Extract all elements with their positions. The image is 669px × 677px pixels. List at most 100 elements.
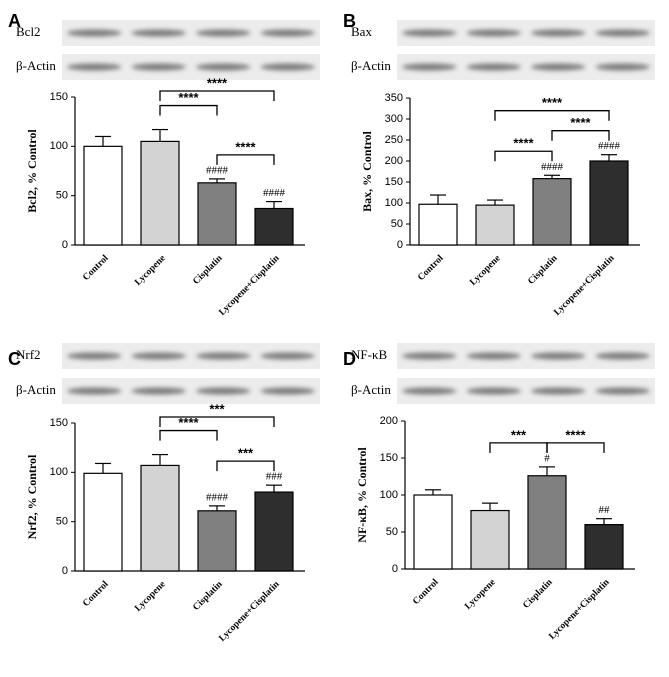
x-tick-label: Cisplatin [191,579,225,613]
bar [418,203,458,246]
y-tick-label: 100 [380,489,398,501]
x-tick-label: Cisplatin [191,253,225,287]
blot-band [131,352,186,360]
y-tick-label: 0 [62,565,68,577]
blot-band [196,387,251,395]
bar [140,140,180,246]
blot-label: β-Actin [351,58,391,73]
bracket-label: **** [178,415,199,430]
x-tick-label: Lycopene+Cisplatin [547,577,612,642]
y-tick-label: 100 [385,197,403,209]
x-tick-label: Lycopene [133,254,167,288]
blot-band [67,63,122,71]
bracket-label: **** [235,139,256,154]
x-tick-label: Lycopene [133,580,167,614]
y-tick-label: 300 [385,113,403,125]
blot-band [260,29,315,37]
y-tick-label: 250 [385,134,403,146]
blot-label: β-Actin [16,58,56,73]
bar [470,509,510,570]
blot-band [595,63,650,71]
bracket-label: **** [570,115,591,130]
bracket-label: **** [513,136,534,151]
y-tick-label: 200 [380,415,398,427]
blot-band [595,352,650,360]
bracket [159,416,275,427]
bar [83,472,123,572]
blot-band [531,29,586,37]
x-tick-label: Cisplatin [521,577,555,611]
bar [254,491,294,572]
y-tick-label: 50 [56,516,68,528]
y-axis-label: Bax, % Control [360,130,374,211]
significance-mark: ## [599,504,611,516]
panel-letter: D [343,349,356,369]
blot-band [402,29,457,37]
blot-band [131,63,186,71]
bar [413,494,453,570]
x-tick-label: Control [411,577,441,607]
blot-band [131,29,186,37]
x-tick-label: Lycopene [468,254,502,288]
bracket [494,110,610,121]
x-tick-label: Control [81,579,111,609]
bar [83,145,123,246]
blot-band [260,352,315,360]
blot-band [402,63,457,71]
y-tick-label: 0 [392,563,398,575]
significance-mark: #### [263,187,286,199]
bracket [494,150,553,162]
bar [532,178,572,246]
panel-letter: C [8,349,21,369]
bracket [489,442,548,453]
bracket [216,154,275,165]
blot-label: β-Actin [351,382,391,397]
blot-band [402,352,457,360]
x-tick-label: Lycopene [463,578,497,612]
bar [475,204,515,246]
significance-mark: # [544,452,550,464]
x-tick-label: Lycopene+Cisplatin [217,253,282,318]
significance-mark: #### [541,161,564,173]
blot-band [531,387,586,395]
blot-band [67,387,122,395]
bar [140,464,180,572]
bracket-label: *** [511,427,527,442]
x-tick-label: Lycopene+Cisplatin [217,579,282,644]
blot-label: Bax [351,24,372,39]
bar [527,475,567,570]
y-tick-label: 200 [385,155,403,167]
blot-band [531,352,586,360]
bracket [551,130,610,141]
bracket [159,90,275,101]
blot-band [466,63,521,71]
y-tick-label: 50 [56,190,68,202]
y-tick-label: 350 [385,92,403,104]
blot-band [196,63,251,71]
panel: DNF-κB β-Actin 0 50 100 150 200 NF-κB, % Contro… [343,343,655,642]
bracket [216,460,275,472]
bar [254,207,294,246]
blot-band [196,352,251,360]
bracket-label: **** [565,427,586,442]
x-tick-label: Lycopene+Cisplatin [552,253,617,318]
blot-band [595,29,650,37]
bar [584,523,624,570]
y-tick-label: 0 [62,239,68,251]
blot-label: Nrf2 [16,347,41,362]
y-axis-label: NF-κB, % Control [355,447,369,543]
significance-mark: ### [266,471,283,483]
panel-letter: B [343,11,356,31]
y-tick-label: 50 [391,218,403,230]
bracket-label: **** [542,95,563,110]
x-tick-label: Cisplatin [526,253,560,287]
y-tick-label: 0 [397,239,403,251]
blot-band [260,387,315,395]
blot-label: NF-κB [351,347,387,362]
significance-mark: #### [598,140,621,152]
blot-band [196,29,251,37]
bracket [546,442,605,453]
